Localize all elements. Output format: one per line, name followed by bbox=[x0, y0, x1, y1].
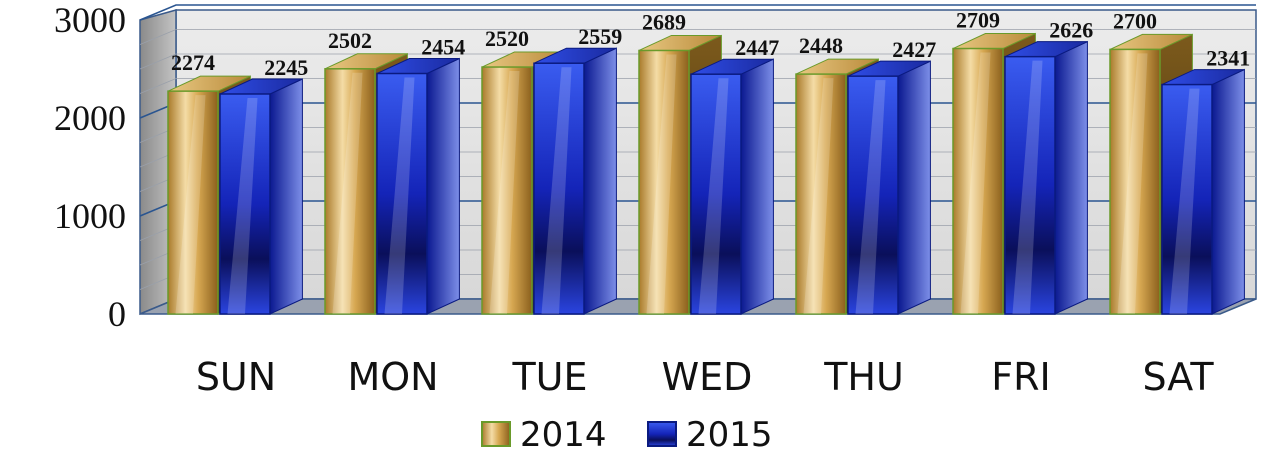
legend-swatch-2015 bbox=[647, 421, 677, 447]
data-label: 2709 bbox=[956, 8, 1000, 33]
bar-2015-tue bbox=[533, 47, 617, 315]
bar-2015-mon bbox=[376, 57, 460, 315]
data-label: 2427 bbox=[892, 37, 936, 62]
bar-highlight bbox=[698, 78, 729, 314]
data-label: 2626 bbox=[1049, 18, 1093, 43]
x-tick-label: FRI bbox=[991, 355, 1050, 399]
bar-front bbox=[690, 73, 742, 315]
y-tick-label: 2000 bbox=[54, 98, 126, 138]
bar-highlight bbox=[1117, 53, 1148, 315]
data-label: 2520 bbox=[485, 26, 529, 51]
bar-front bbox=[219, 93, 271, 315]
data-label: 2689 bbox=[642, 9, 686, 34]
data-label: 2447 bbox=[735, 35, 779, 60]
legend-label-2015: 2015 bbox=[686, 415, 773, 455]
bar-front bbox=[1161, 83, 1213, 315]
data-label: 2448 bbox=[799, 33, 843, 58]
bar-front bbox=[952, 47, 1004, 315]
minor-gridline bbox=[139, 29, 1256, 45]
bar-side bbox=[426, 57, 460, 315]
bar-highlight bbox=[855, 80, 886, 315]
bar-side bbox=[269, 78, 303, 315]
bar-front bbox=[795, 73, 847, 315]
bar-highlight bbox=[960, 52, 991, 314]
y-tick-label: 1000 bbox=[54, 196, 126, 236]
y-tick-label: 0 bbox=[108, 294, 126, 334]
bar-side bbox=[1211, 68, 1245, 315]
data-labels: 2274 2245 2502 2454 2520 2559 2689 2447 2448 2427… bbox=[171, 8, 1250, 80]
legend: 2014 2015 bbox=[481, 415, 773, 455]
bar-front bbox=[324, 68, 376, 315]
bars bbox=[167, 32, 1245, 315]
bar-side bbox=[897, 60, 931, 315]
bar-2015-wed bbox=[690, 58, 774, 315]
data-label: 2700 bbox=[1113, 8, 1157, 33]
bar-front bbox=[1004, 55, 1056, 315]
x-tick-label: SAT bbox=[1142, 355, 1214, 399]
x-tick-label: SUN bbox=[196, 355, 276, 399]
bar-highlight bbox=[1169, 88, 1200, 314]
bar-2015-fri bbox=[1004, 40, 1088, 315]
data-label: 2341 bbox=[1206, 46, 1250, 71]
bar-highlight bbox=[227, 97, 258, 315]
legend-swatch-2014 bbox=[481, 421, 511, 447]
bar-highlight bbox=[384, 77, 415, 315]
bar-highlight bbox=[175, 95, 206, 314]
bar-2015-thu bbox=[847, 60, 931, 315]
x-tick-label: WED bbox=[662, 355, 753, 399]
bar-highlight bbox=[646, 54, 677, 315]
bar-side bbox=[740, 58, 774, 315]
y-axis: 0 1000 2000 3000 bbox=[54, 0, 126, 334]
bar-front bbox=[1109, 48, 1161, 315]
bar-highlight bbox=[332, 72, 363, 314]
x-tick-label: TUE bbox=[511, 355, 587, 399]
bar-highlight bbox=[541, 67, 572, 314]
bar-front bbox=[638, 49, 690, 315]
data-label: 2274 bbox=[171, 50, 215, 75]
y-tick-label: 3000 bbox=[54, 0, 126, 40]
x-tick-label: MON bbox=[347, 355, 438, 399]
legend-label-2014: 2014 bbox=[520, 415, 607, 455]
bar-highlight bbox=[1012, 60, 1043, 314]
x-axis: SUN MON TUE WED THU FRI SAT bbox=[196, 355, 1215, 399]
minor-gridline bbox=[139, 53, 1256, 70]
data-label: 2502 bbox=[328, 28, 372, 53]
gridline bbox=[139, 4, 1256, 21]
bar-2015-sun bbox=[219, 78, 303, 315]
bar-2015-sat bbox=[1161, 68, 1245, 315]
bar-front bbox=[847, 75, 899, 315]
bar-front bbox=[533, 62, 585, 315]
data-label: 2245 bbox=[264, 55, 308, 80]
data-label: 2454 bbox=[421, 35, 465, 60]
x-tick-label: THU bbox=[823, 355, 904, 399]
bar-front bbox=[167, 90, 219, 315]
bar-highlight bbox=[803, 78, 834, 314]
bar-front bbox=[376, 72, 428, 315]
bar-highlight bbox=[489, 71, 520, 314]
bar-side bbox=[1054, 40, 1088, 315]
bar-front bbox=[481, 66, 533, 315]
bar-side bbox=[583, 47, 617, 315]
data-label: 2559 bbox=[578, 24, 622, 49]
